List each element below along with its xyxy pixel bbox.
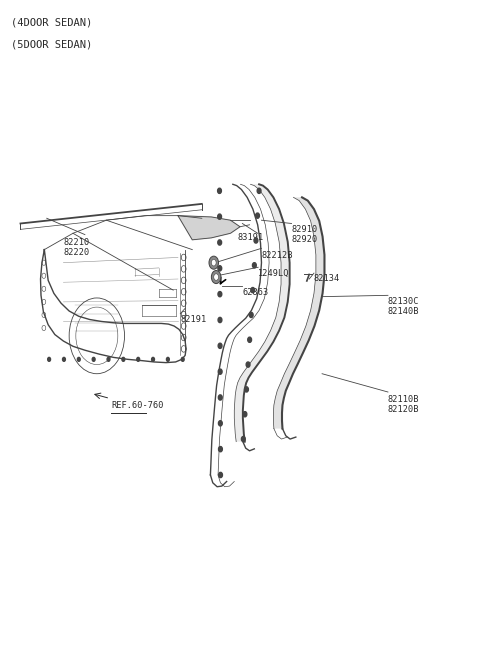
Circle shape (152, 358, 155, 361)
Circle shape (167, 358, 169, 361)
Circle shape (256, 213, 259, 218)
Text: 82210
82220: 82210 82220 (63, 238, 90, 257)
Text: 82130C
82140B: 82130C 82140B (388, 297, 420, 316)
Circle shape (48, 358, 50, 361)
Text: (5DOOR SEDAN): (5DOOR SEDAN) (11, 39, 92, 49)
Circle shape (218, 266, 222, 271)
Circle shape (249, 312, 253, 318)
Polygon shape (178, 216, 240, 240)
Text: 1249LQ: 1249LQ (258, 269, 289, 278)
Circle shape (218, 240, 222, 245)
Text: 62863: 62863 (242, 287, 269, 297)
Circle shape (218, 472, 222, 478)
Text: REF.60-760: REF.60-760 (111, 401, 164, 410)
Circle shape (211, 259, 216, 266)
Circle shape (218, 318, 222, 323)
Circle shape (209, 256, 218, 269)
Text: 82910
82920: 82910 82920 (291, 225, 318, 244)
Circle shape (218, 420, 222, 426)
Polygon shape (234, 184, 289, 441)
Text: 82110B
82120B: 82110B 82120B (388, 395, 420, 414)
Circle shape (251, 287, 255, 293)
Circle shape (218, 291, 222, 297)
Text: 82134: 82134 (314, 274, 340, 283)
Circle shape (241, 436, 245, 441)
Text: 82191: 82191 (180, 315, 206, 324)
Text: 83191: 83191 (238, 234, 264, 242)
Circle shape (214, 274, 218, 280)
Circle shape (254, 238, 258, 243)
Circle shape (218, 369, 222, 375)
Circle shape (218, 214, 221, 219)
Circle shape (211, 270, 221, 283)
Circle shape (137, 358, 140, 361)
Circle shape (218, 343, 222, 348)
Polygon shape (274, 197, 324, 428)
Text: (4DOOR SEDAN): (4DOOR SEDAN) (11, 18, 92, 28)
Circle shape (122, 358, 125, 361)
Circle shape (77, 358, 80, 361)
Circle shape (62, 358, 65, 361)
Circle shape (257, 188, 261, 194)
Text: 82212B: 82212B (262, 251, 293, 260)
Circle shape (218, 447, 222, 452)
Circle shape (245, 387, 248, 392)
Circle shape (217, 188, 221, 194)
Circle shape (92, 358, 95, 361)
Circle shape (107, 358, 110, 361)
Circle shape (246, 362, 250, 367)
Circle shape (181, 358, 184, 361)
Circle shape (248, 337, 252, 342)
Circle shape (218, 395, 222, 400)
Circle shape (243, 411, 247, 417)
Circle shape (252, 262, 256, 268)
